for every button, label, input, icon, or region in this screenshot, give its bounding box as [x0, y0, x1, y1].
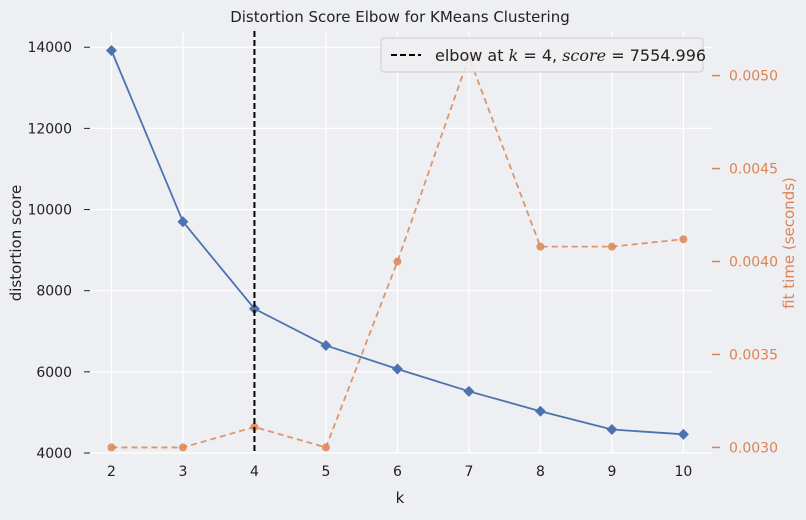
distortion-point [677, 428, 689, 440]
legend-score-symbol: score [562, 46, 606, 65]
distortion-point [177, 216, 189, 228]
distortion-point [606, 423, 618, 435]
distortion-point [105, 44, 117, 56]
y2-tick-label: 0.0050 [729, 69, 778, 85]
y2-tick-label: 0.0030 [729, 440, 778, 456]
y2-tick-label: 0.0040 [729, 255, 778, 271]
x-tick-label: 3 [178, 464, 187, 480]
legend-k-value: = 4, [518, 46, 562, 65]
y2-axis-label: fit time (seconds) [780, 177, 798, 309]
y-tick-label: 8000 [36, 284, 72, 300]
x-axis: 2 3 4 5 6 7 8 9 10 [107, 464, 692, 480]
series-layer [105, 31, 689, 453]
fit_time-point [679, 235, 688, 244]
fit_time-point [107, 443, 116, 452]
x-tick-label: 5 [321, 464, 330, 480]
legend-score-value: = 7554.996 [606, 46, 706, 65]
fit_time-point [178, 443, 187, 452]
distortion-point [248, 303, 260, 315]
y-tick-label: 12000 [27, 121, 72, 137]
right-axis: 0.0030 0.0035 0.0040 0.0045 0.0050 [712, 69, 778, 456]
y2-tick-label: 0.0045 [729, 162, 778, 178]
chart-title: Distortion Score Elbow for KMeans Cluste… [230, 8, 570, 26]
x-tick-label: 7 [464, 464, 473, 480]
distortion-point [534, 405, 546, 417]
distortion-point [463, 385, 475, 397]
fit_time-point [250, 422, 259, 431]
y-tick-label: 10000 [27, 203, 72, 219]
x-tick-label: 8 [536, 464, 545, 480]
distortion-point [320, 339, 332, 351]
fit_time-point [321, 443, 330, 452]
legend-box [380, 37, 704, 73]
x-axis-label: k [396, 489, 405, 507]
x-tick-label: 6 [393, 464, 402, 480]
legend-prefix: elbow at [435, 46, 509, 65]
distortion-point [391, 363, 403, 375]
fit_time-point [536, 242, 545, 251]
x-tick-label: 9 [607, 464, 616, 480]
y-tick-label: 6000 [36, 365, 72, 381]
y-tick-label: 4000 [36, 446, 72, 462]
legend: elbow at k = 4, score = 7554.996 [380, 37, 706, 73]
grid [90, 31, 712, 454]
x-tick-label: 4 [250, 464, 259, 480]
legend-entry: elbow at k = 4, score = 7554.996 [435, 46, 706, 65]
y2-tick-label: 0.0035 [729, 347, 778, 363]
y-axis-label: distortion score [7, 185, 25, 302]
fit_time-point [393, 257, 402, 266]
x-tick-label: 10 [674, 464, 692, 480]
x-tick-label: 2 [107, 464, 116, 480]
legend-k-symbol: k [509, 46, 519, 65]
left-axis: 4000 6000 8000 10000 12000 14000 [27, 40, 90, 462]
fit_time-point [607, 242, 616, 251]
y-tick-label: 14000 [27, 40, 72, 56]
